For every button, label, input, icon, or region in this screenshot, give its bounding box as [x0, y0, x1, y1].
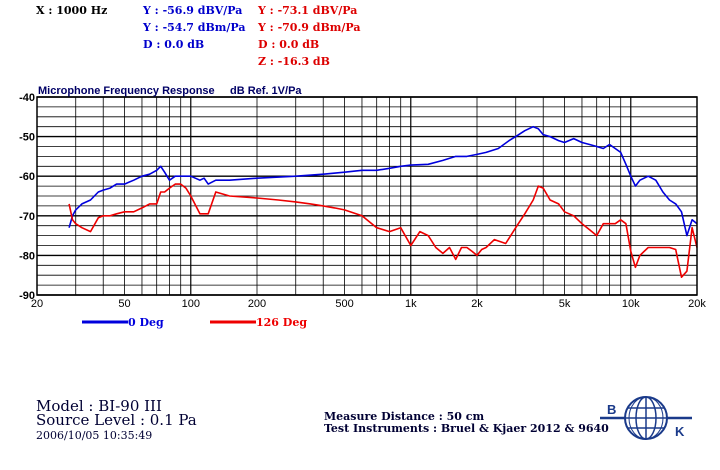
- x-tick-label: 20k: [688, 298, 706, 310]
- source-level-label: Source Level : 0.1 Pa: [36, 411, 197, 429]
- measure-distance-label: Measure Distance : 50 cm: [324, 410, 485, 423]
- plot-frame: [36, 96, 698, 296]
- x-tick-label: 200: [248, 298, 266, 310]
- blue-readout-dbv: Y : -56.9 dBV/Pa: [143, 4, 243, 17]
- x-tick-label: 2k: [471, 298, 483, 310]
- series-line-0: [68, 125, 698, 237]
- y-tick-label: -90: [19, 290, 35, 302]
- legend: 0 Deg 126 Deg: [82, 316, 307, 329]
- y-tick-label: -60: [19, 171, 35, 183]
- x-tick-label: 5k: [559, 298, 571, 310]
- timestamp: 2006/10/05 10:35:49: [36, 429, 153, 442]
- red-readout-dbv: Y : -73.1 dBV/Pa: [258, 4, 358, 17]
- model-label: Model : BI-90 III: [36, 397, 162, 415]
- x-tick-label: 10k: [622, 298, 640, 310]
- x-tick-label: 100: [182, 298, 200, 310]
- logo-letter-b: B: [607, 402, 616, 417]
- x-tick-label: 500: [335, 298, 353, 310]
- y-tick-label: -80: [19, 250, 35, 262]
- y-tick-label: -50: [19, 132, 35, 144]
- legend-label-0: 0 Deg: [128, 316, 164, 329]
- blue-readout-delta: D : 0.0 dB: [143, 38, 205, 51]
- blue-readout-dbm: Y : -54.7 dBm/Pa: [143, 21, 246, 34]
- series-line-1: [68, 183, 698, 278]
- red-readout-dbm: Y : -70.9 dBm/Pa: [258, 21, 361, 34]
- grid: [36, 96, 698, 296]
- y-axis-label: dB Ref. 1V/Pa: [230, 85, 302, 97]
- series-lines: [68, 125, 698, 278]
- y-tick-label: -70: [19, 211, 35, 223]
- legend-label-1: 126 Deg: [256, 316, 307, 329]
- test-instruments-label: Test Instruments : Bruel & Kjaer 2012 & …: [324, 422, 609, 435]
- x-tick-label: 20: [31, 298, 43, 310]
- red-readout-z: Z : -16.3 dB: [258, 55, 330, 68]
- red-readout-delta: D : 0.0 dB: [258, 38, 320, 51]
- chart-title: Microphone Frequency Response: [38, 85, 215, 97]
- y-tick-label: -40: [19, 92, 35, 104]
- x-tick-label: 50: [118, 298, 130, 310]
- logo-letter-k: K: [675, 424, 685, 439]
- x-tick-label: 1k: [405, 298, 417, 310]
- bk-globe-logo: B K: [600, 396, 692, 440]
- x-readout: X : 1000 Hz: [36, 4, 108, 17]
